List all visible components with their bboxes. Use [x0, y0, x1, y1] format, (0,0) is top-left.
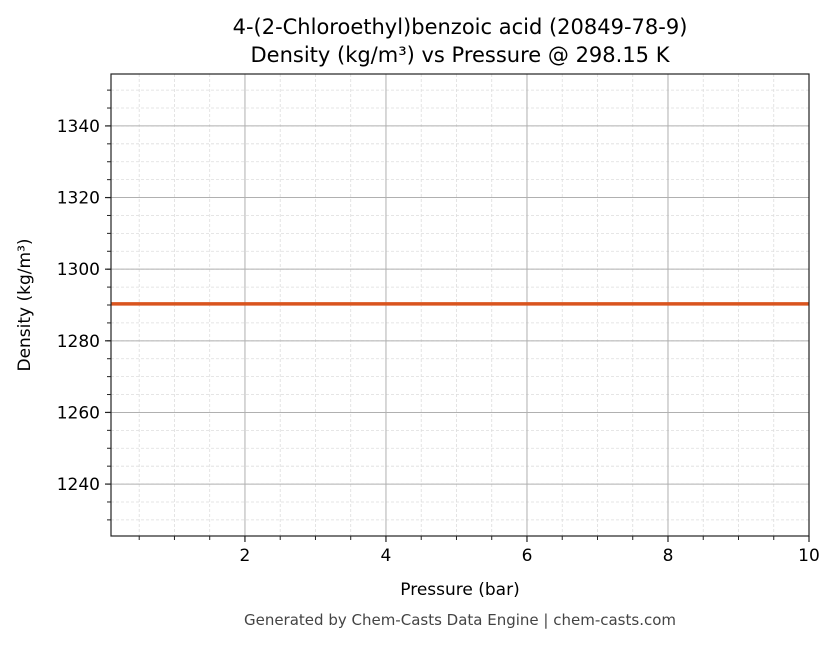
y-tick-label: 1260	[57, 403, 100, 423]
x-tick-label: 8	[663, 546, 674, 566]
chart-subtitle: Density (kg/m³) vs Pressure @ 298.15 K	[250, 43, 670, 67]
y-tick-label: 1300	[57, 260, 100, 280]
y-tick-label: 1340	[57, 117, 100, 137]
footer-credit: Generated by Chem-Casts Data Engine | ch…	[244, 611, 676, 629]
x-tick-label: 10	[798, 546, 820, 566]
x-tick-label: 4	[381, 546, 392, 566]
x-axis-label: Pressure (bar)	[400, 580, 519, 600]
y-tick-label: 1320	[57, 189, 100, 209]
y-tick-label: 1280	[57, 332, 100, 352]
ticks: 2 4 6 8 10 1240 1260 1280 1300 1320 1340	[57, 89, 820, 566]
chart-title: 4-(2-Chloroethyl)benzoic acid (20849-78-…	[233, 15, 688, 39]
y-tick-label: 1240	[57, 475, 100, 495]
x-tick-label: 2	[240, 546, 251, 566]
x-tick-label: 6	[522, 546, 533, 566]
y-axis-label: Density (kg/m³)	[15, 238, 35, 371]
